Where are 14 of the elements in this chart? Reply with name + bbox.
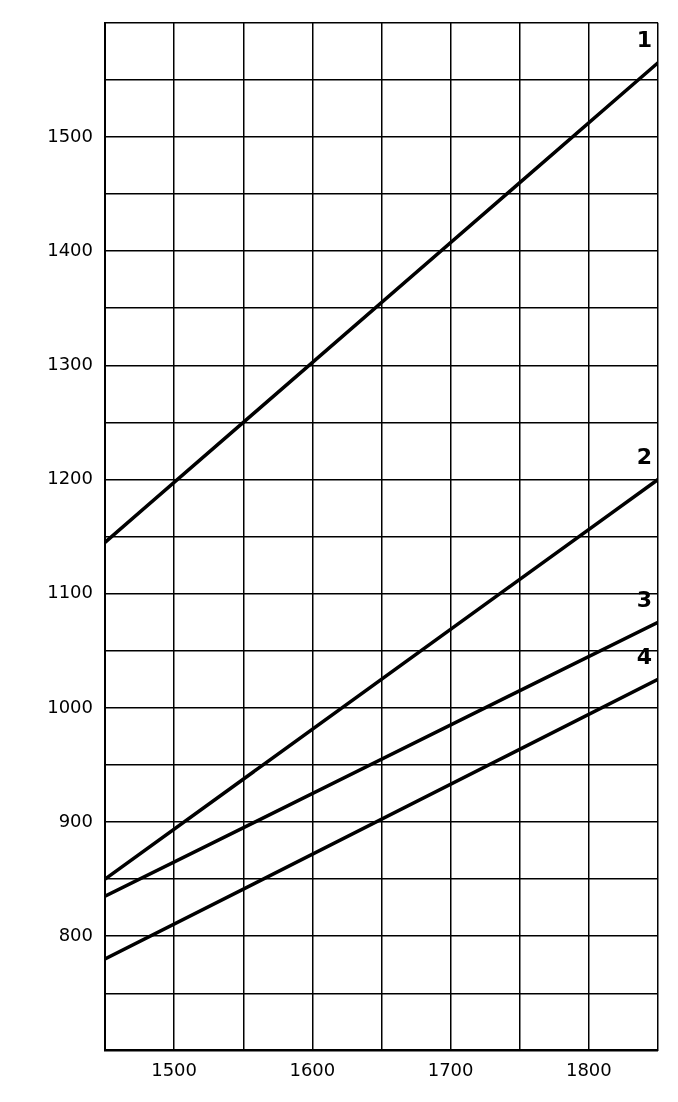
x-tick-label: 1600 [289, 1058, 336, 1080]
y-tick-label: 900 [58, 809, 93, 831]
y-tick-label: 800 [58, 923, 93, 945]
y-tick-label: 1000 [47, 695, 93, 717]
y-tick-label: 1300 [47, 353, 93, 375]
y-tick-label: 1100 [47, 581, 93, 603]
y-tick-label: 1500 [47, 124, 93, 146]
x-tick-label: 1800 [565, 1058, 612, 1080]
y-tick-label: 1400 [47, 238, 93, 260]
x-tick-label: 1500 [151, 1058, 198, 1080]
series-label: 2 [636, 444, 652, 470]
series-label: 1 [636, 27, 652, 53]
x-tick-label: 1700 [427, 1058, 474, 1080]
y-tick-label: 1200 [47, 467, 93, 489]
